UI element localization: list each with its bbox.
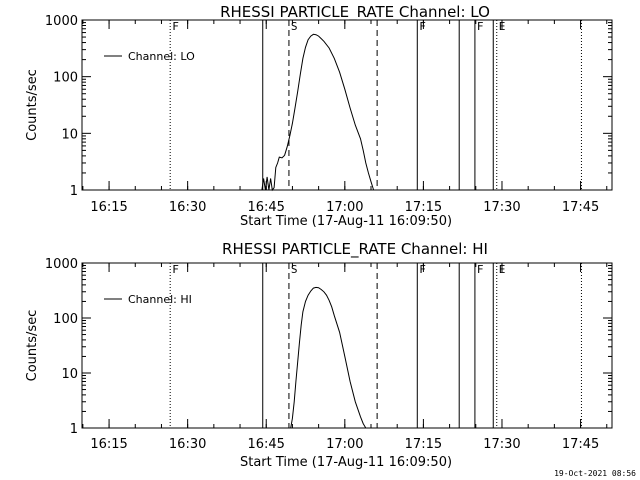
y-tick-label: 10 (61, 367, 78, 382)
event-marker-label: F (419, 263, 426, 276)
chart-title: RHESSI PARTICLE_RATE Channel: HI (222, 240, 488, 259)
event-marker-label: E (499, 20, 506, 33)
event-marker-label: F (477, 263, 484, 276)
event-marker-label: F (419, 20, 426, 33)
x-tick-label: 17:30 (483, 200, 520, 215)
x-tick-label: 17:45 (562, 200, 599, 215)
event-marker-label: S (291, 20, 298, 33)
y-axis-label: Counts/sec (25, 310, 40, 382)
x-tick-label: 16:15 (90, 437, 127, 452)
x-tick-label: 17:00 (326, 437, 363, 452)
x-tick-label: 16:45 (247, 200, 284, 215)
chart-title: RHESSI PARTICLE_RATE Channel: LO (220, 3, 490, 22)
event-marker-label: F (172, 263, 179, 276)
x-tick-label: 17:00 (326, 200, 363, 215)
legend-label: Channel: HI (128, 293, 192, 306)
x-tick-label: 16:30 (169, 437, 206, 452)
x-tick-label: 17:30 (483, 437, 520, 452)
x-tick-label: 17:15 (405, 200, 442, 215)
chart-panel-lo: RHESSI PARTICLE_RATE Channel: LO 1 10 100 10… (25, 3, 613, 229)
y-axis-label: Counts/sec (25, 69, 40, 141)
x-tick-label: 16:15 (90, 200, 127, 215)
event-marker-label: F (477, 20, 484, 33)
legend-label: Channel: LO (128, 50, 195, 63)
chart-panel-hi: RHESSI PARTICLE_RATE Channel: HI 1 10 100 10… (25, 240, 613, 470)
x-tick-label: 16:30 (169, 200, 206, 215)
plot-frame (81, 19, 613, 191)
event-marker-label: E (499, 263, 506, 276)
event-marker-label: S (291, 263, 298, 276)
x-tick-label: 16:45 (247, 437, 284, 452)
y-tick-label: 1 (70, 422, 78, 437)
x-tick-label: 17:45 (562, 437, 599, 452)
event-marker-label: F (172, 20, 179, 33)
series-line (261, 33, 375, 192)
y-tick-label: 10 (61, 127, 78, 142)
x-axis-label: Start Time (17-Aug-11 16:09:50) (240, 455, 452, 470)
y-tick-label: 100 (53, 312, 78, 327)
plot-timestamp: 19-Oct-2021 08:56 (554, 469, 636, 478)
y-tick-label: 1000 (45, 14, 78, 29)
x-axis-label: Start Time (17-Aug-11 16:09:50) (240, 214, 452, 229)
series-line (290, 286, 367, 429)
plot-frame (81, 262, 613, 429)
y-tick-label: 1000 (45, 257, 78, 272)
y-tick-label: 1 (70, 184, 78, 199)
y-tick-label: 100 (53, 71, 78, 86)
x-tick-label: 17:15 (405, 437, 442, 452)
